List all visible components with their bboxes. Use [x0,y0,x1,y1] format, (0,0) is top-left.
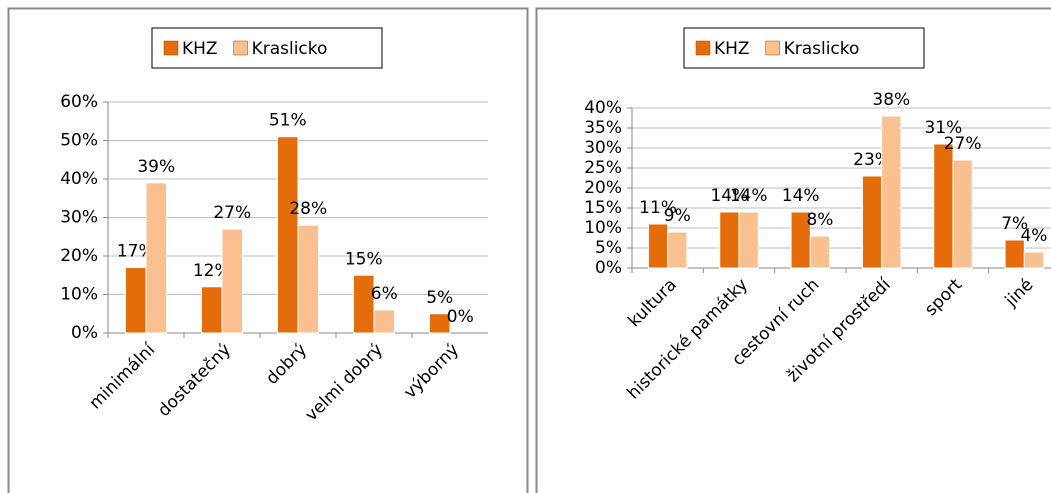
x-tick-label: velmi dobrý [302,340,388,426]
panel-border [7,7,529,493]
bar [719,211,740,269]
bar [276,136,299,334]
y-tick-label: 60% [60,92,98,112]
bar [667,231,688,269]
data-label: 27% [944,134,982,154]
y-tick-label: 5% [595,238,622,258]
data-label: 14% [782,186,820,206]
data-label: 38% [872,90,910,110]
data-label: 15% [345,249,383,269]
y-tick-label: 50% [60,131,98,151]
legend-swatch [695,40,711,56]
y-tick-label: 15% [584,198,622,218]
x-tick-label: minimální [86,339,160,413]
panel-border [535,7,1051,493]
legend-label: Kraslicko [784,39,860,59]
bar [297,224,320,334]
x-tick-label: kultura [624,275,680,331]
data-label: 31% [924,118,962,138]
data-label: 6% [371,284,398,304]
y-tick-label: 40% [60,169,98,189]
legend-box [683,27,925,69]
legend-swatch [765,40,780,56]
bar [861,175,883,269]
bar [145,182,168,334]
legend-swatch [233,40,248,56]
bar [881,115,902,269]
legend-label: KHZ [182,39,218,59]
x-tick-label: výborný [400,340,463,403]
y-tick-label: 20% [584,178,622,198]
legend-label: Kraslicko [252,39,328,59]
data-label: 28% [289,199,327,219]
data-label: 17% [117,242,155,262]
y-tick-label: 40% [584,98,622,118]
bar [809,235,831,269]
bar [221,228,244,334]
data-label: 27% [213,203,251,223]
x-tick-label: dobrý [262,340,311,389]
y-tick-label: 30% [60,208,98,228]
bar [124,267,147,334]
data-label: 8% [806,210,833,230]
legend-label: KHZ [714,39,750,59]
bar [933,143,954,269]
data-label: 7% [1001,214,1028,234]
data-label: 14% [730,186,768,206]
x-tick-label: historické památky [624,275,753,404]
bar [1023,251,1045,269]
y-tick-label: 10% [60,285,98,305]
y-tick-label: 0% [595,258,622,278]
data-label: 4% [1020,226,1047,246]
x-tick-label: jiné [1001,275,1038,312]
bar [738,211,759,269]
bar [373,309,396,334]
legend-box [151,27,383,69]
bar [352,274,375,334]
bar [647,223,669,269]
data-label: 9% [664,206,691,226]
data-label: 14% [710,186,748,206]
bar [428,313,451,334]
y-tick-label: 20% [60,246,98,266]
bar [952,159,973,269]
y-tick-label: 10% [584,218,622,238]
data-label: 51% [269,111,307,131]
legend-swatch [163,40,179,56]
x-tick-label: dostatečný [154,340,235,421]
data-label: 5% [426,288,453,308]
y-tick-label: 35% [584,118,622,138]
data-label: 0% [447,307,474,327]
data-label: 12% [193,261,231,281]
x-tick-label: sport [921,275,966,320]
y-tick-label: 0% [71,323,98,343]
y-tick-label: 30% [584,138,622,158]
data-label: 11% [639,198,677,218]
data-label: 39% [137,157,175,177]
bar [200,286,223,334]
y-tick-label: 25% [584,158,622,178]
